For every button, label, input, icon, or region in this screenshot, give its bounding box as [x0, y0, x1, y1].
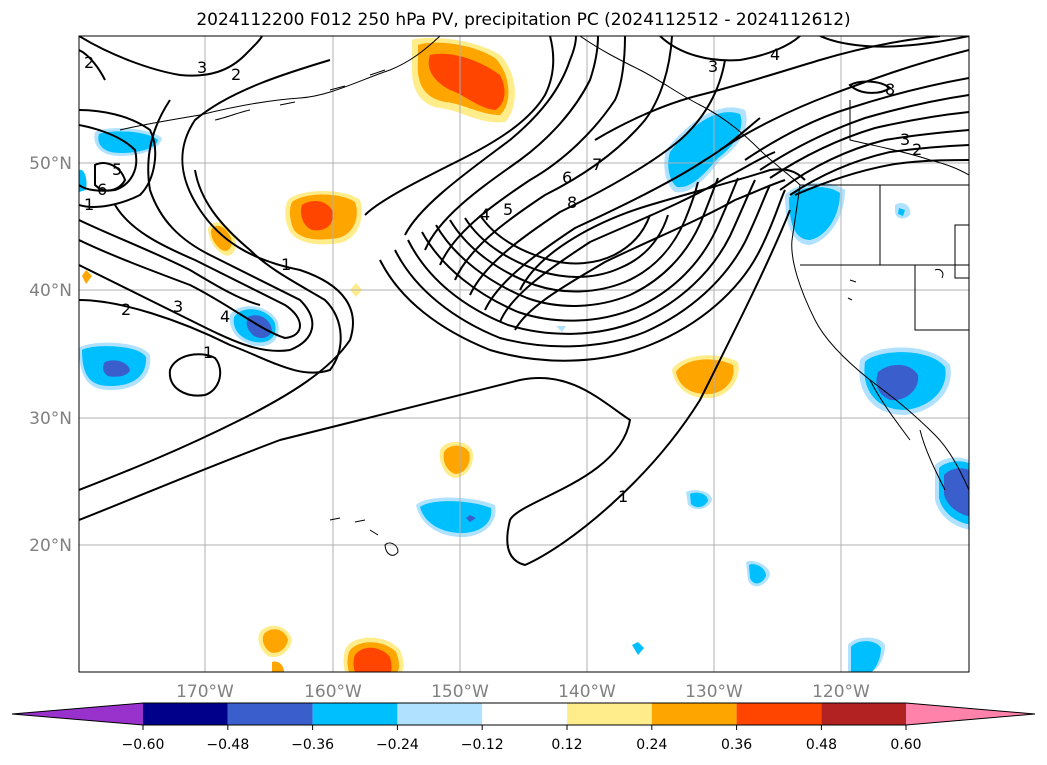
contour-label: 7 — [592, 155, 602, 174]
contour-label: 4 — [770, 45, 780, 64]
contour-label: 2 — [231, 65, 241, 84]
lat-label: 20°N — [29, 536, 72, 556]
map-area: 2 3 2 5 6 1 1 2 3 4 1 4 5 6 7 8 1 3 4 8 … — [79, 36, 969, 672]
colorbar-segment — [736, 703, 822, 725]
contour-label: 1 — [84, 195, 94, 214]
colorbar-segment — [397, 703, 483, 725]
contour-label: 4 — [480, 205, 490, 224]
lon-label: 160°W — [304, 682, 362, 702]
contour-label: 8 — [885, 80, 895, 99]
colorbar-tick-label: 0.48 — [806, 737, 837, 753]
map-title: 2024112200 F012 250 hPa PV, precipitatio… — [196, 10, 851, 30]
lon-label: 150°W — [431, 682, 489, 702]
colorbar-segment — [567, 703, 652, 725]
colorbar-segment — [651, 703, 737, 725]
colorbar-tick-label: 0.24 — [636, 737, 667, 753]
contour-label: 3 — [197, 58, 207, 77]
colorbar-tick-label: 0.60 — [890, 737, 921, 753]
contour-label: 6 — [97, 180, 107, 199]
colorbar-extend-low — [12, 703, 143, 725]
colorbar-tick-label: −0.60 — [122, 737, 165, 753]
lat-label: 50°N — [29, 154, 72, 174]
colorbar-segment — [482, 703, 567, 725]
contour-label: 3 — [708, 57, 718, 76]
lon-label: 130°W — [685, 682, 743, 702]
contour-label: 4 — [220, 307, 230, 326]
colorbar-extend-high — [906, 703, 1035, 725]
colorbar-tick-label: 0.36 — [721, 737, 752, 753]
colorbar-tick-label: −0.12 — [461, 737, 504, 753]
coastlines — [119, 36, 969, 556]
contour-labels: 2 3 2 5 6 1 1 2 3 4 1 4 5 6 7 8 1 3 4 8 … — [84, 45, 922, 506]
colorbar: −0.60 −0.48 −0.36 −0.24 −0.12 0.12 0.24 … — [11, 702, 1036, 753]
latitude-labels: 50°N 40°N 30°N 20°N — [29, 154, 72, 556]
contour-label: 2 — [121, 300, 131, 319]
colorbar-tick-label: −0.24 — [376, 737, 419, 753]
positive-precip-blobs — [82, 37, 739, 672]
contour-label: 5 — [112, 160, 122, 179]
contour-label: 8 — [567, 193, 577, 212]
longitude-labels: 170°W 160°W 150°W 140°W 130°W 120°W — [176, 682, 870, 702]
contour-label: 2 — [84, 53, 94, 72]
lat-label: 30°N — [29, 409, 72, 429]
contour-label: 5 — [503, 200, 513, 219]
contour-label: 1 — [203, 343, 213, 362]
lon-label: 120°W — [812, 682, 870, 702]
contour-label: 1 — [618, 487, 628, 506]
contour-label: 1 — [281, 255, 291, 274]
contour-label: 3 — [900, 130, 910, 149]
contour-label: 6 — [562, 168, 572, 187]
colorbar-segment — [143, 703, 228, 725]
contour-label: 2 — [912, 140, 922, 159]
colorbar-tick-label: −0.48 — [206, 737, 249, 753]
colorbar-tick-label: −0.36 — [291, 737, 334, 753]
pv-contours — [79, 36, 969, 567]
colorbar-segment — [227, 703, 313, 725]
lon-label: 170°W — [176, 682, 234, 702]
colorbar-tick-label: 0.12 — [551, 737, 582, 753]
lon-label: 140°W — [558, 682, 616, 702]
negative-precip-blobs — [79, 107, 969, 672]
precipitation-shading — [79, 37, 969, 672]
contour-label: 3 — [173, 297, 183, 316]
lat-label: 40°N — [29, 281, 72, 301]
colorbar-segment — [312, 703, 398, 725]
map-frame — [78, 35, 970, 673]
colorbar-segment — [821, 703, 907, 725]
